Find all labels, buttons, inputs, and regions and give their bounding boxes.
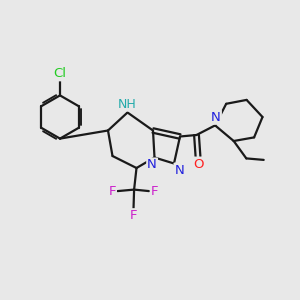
Text: F: F [109,184,116,198]
Text: N: N [147,158,157,172]
Text: O: O [193,158,203,171]
Text: Cl: Cl [53,67,67,80]
Text: F: F [151,184,158,198]
Text: N: N [175,164,184,177]
Text: NH: NH [118,98,137,111]
Text: N: N [211,111,221,124]
Text: F: F [130,209,137,222]
